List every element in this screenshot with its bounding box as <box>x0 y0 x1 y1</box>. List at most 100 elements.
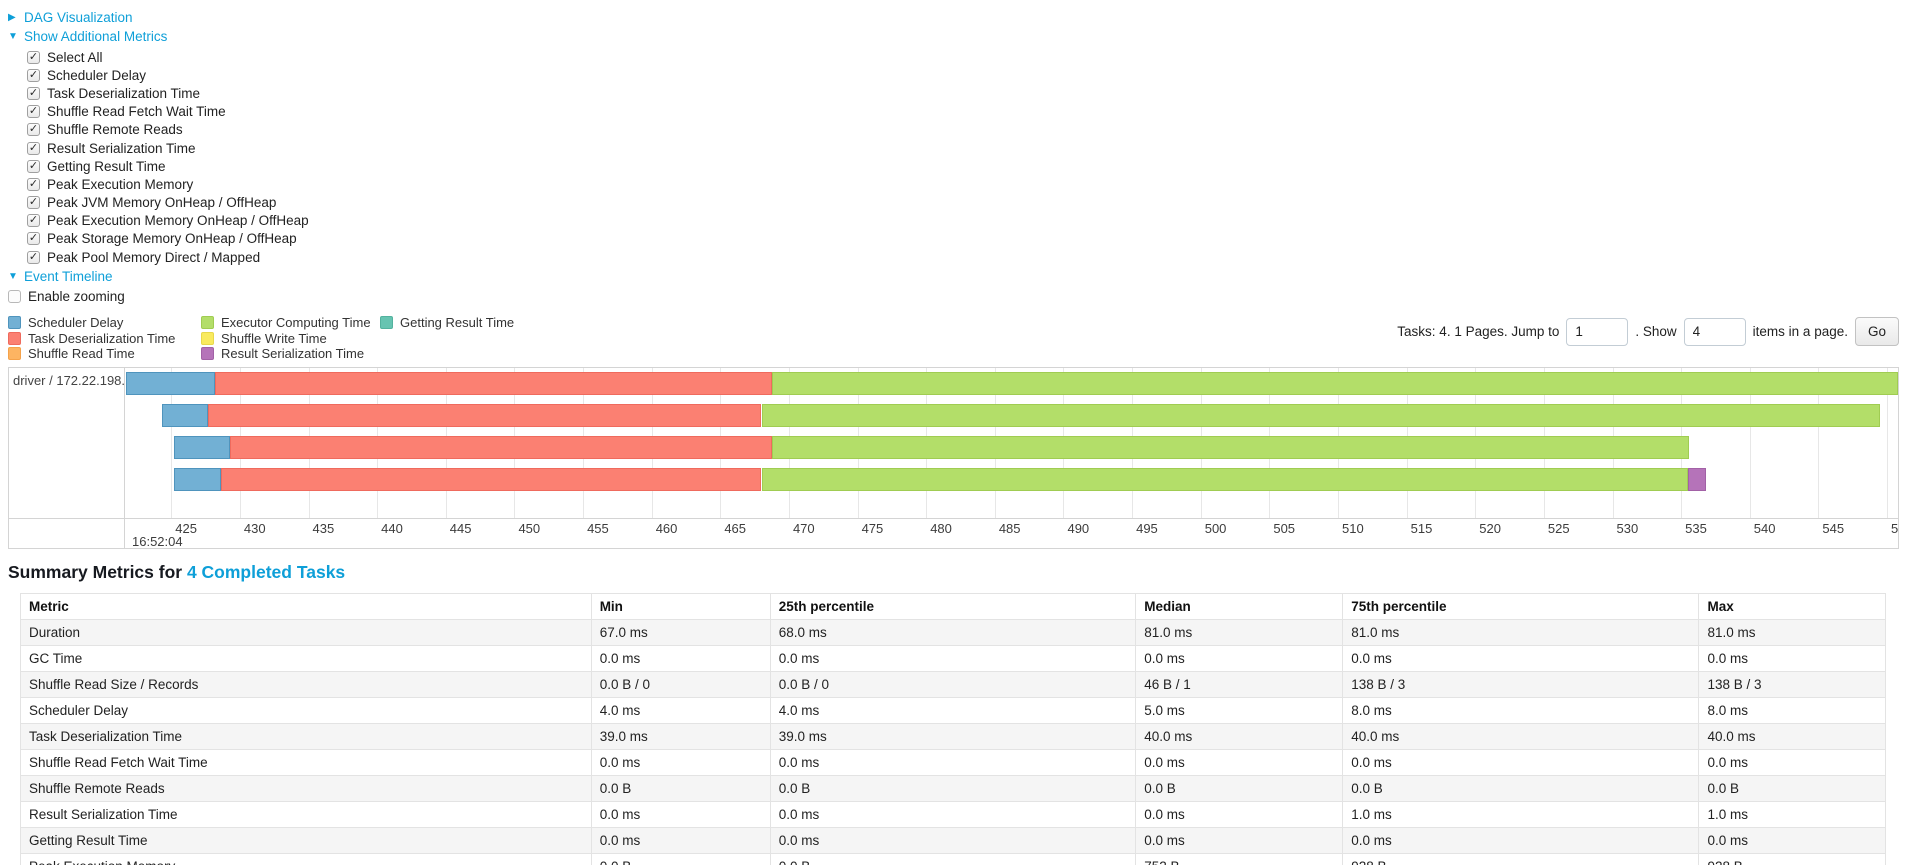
metric-checkbox-label: Task Deserialization Time <box>47 85 201 101</box>
checkbox-checked-icon[interactable]: ✓ <box>27 250 40 264</box>
metric-name-cell: Peak Execution Memory <box>20 852 592 865</box>
event-timeline-toggle[interactable]: ▼ Event Timeline <box>8 267 1899 286</box>
items-per-page-input[interactable] <box>1683 317 1746 346</box>
legend-item-scheduler-delay: Scheduler Delay <box>8 315 201 330</box>
metric-value-cell: 0.0 ms <box>1135 748 1343 776</box>
pagination-suffix-text: items in a page. <box>1752 324 1848 340</box>
task-bar[interactable] <box>126 403 1898 427</box>
chart-plot-area[interactable] <box>126 367 1898 518</box>
task-segment-executor-computing-time[interactable] <box>772 435 1690 459</box>
checkbox-checked-icon[interactable]: ✓ <box>27 141 40 155</box>
metric-value-cell: 1.0 ms <box>1698 800 1886 828</box>
task-segment-executor-computing-time[interactable] <box>761 467 1688 491</box>
axis-gridline <box>171 367 173 518</box>
dag-visualization-toggle[interactable]: ▶ DAG Visualization <box>8 8 1899 27</box>
metric-checkbox-label: Getting Result Time <box>47 158 166 174</box>
metric-value-cell: 0.0 B <box>769 774 1136 802</box>
metric-checkbox-peak-storage-memory-onheap-offheap[interactable]: ✓ Peak Storage Memory OnHeap / OffHeap <box>27 230 1899 248</box>
checkbox-checked-icon[interactable]: ✓ <box>27 123 40 137</box>
jump-to-page-input[interactable] <box>1566 317 1629 346</box>
metric-value-cell: 0.0 B <box>769 852 1136 865</box>
show-additional-metrics-toggle[interactable]: ▼ Show Additional Metrics <box>8 27 1899 46</box>
metric-value-cell: 5.0 ms <box>1135 696 1343 724</box>
metric-checkbox-peak-pool-memory-direct-mapped[interactable]: ✓ Peak Pool Memory Direct / Mapped <box>27 248 1899 266</box>
metric-checkbox-peak-execution-memory[interactable]: ✓ Peak Execution Memory <box>27 175 1899 193</box>
table-row-shuffle-read-fetch-wait-time: Shuffle Read Fetch Wait Time 0.0 ms 0.0 ms… <box>20 748 1886 776</box>
task-segment-scheduler-delay[interactable] <box>174 467 221 491</box>
task-segment-result-serialization-time[interactable] <box>1687 467 1706 491</box>
checkbox-checked-icon[interactable]: ✓ <box>27 86 40 100</box>
dag-visualization-label: DAG Visualization <box>24 10 133 25</box>
metric-name-cell: GC Time <box>20 644 592 672</box>
metric-value-cell: 67.0 ms <box>590 618 771 646</box>
task-bar[interactable] <box>126 467 1898 491</box>
checkbox-checked-icon[interactable]: ✓ <box>27 68 40 82</box>
checkbox-checked-icon[interactable]: ✓ <box>27 177 40 191</box>
metric-checkbox-getting-result-time[interactable]: ✓ Getting Result Time <box>27 157 1899 175</box>
metric-value-cell: 8.0 ms <box>1342 696 1699 724</box>
metric-name-cell: Shuffle Remote Reads <box>20 774 592 802</box>
task-segment-task-deserialization-time[interactable] <box>230 435 773 459</box>
metric-checkbox-result-serialization-time[interactable]: ✓ Result Serialization Time <box>27 139 1899 157</box>
checkbox-checked-icon[interactable]: ✓ <box>27 50 40 64</box>
task-segment-task-deserialization-time[interactable] <box>208 403 762 427</box>
metric-value-cell: 40.0 ms <box>1698 722 1886 750</box>
legend-swatch-icon <box>8 316 21 329</box>
legend-column-3: Getting Result Time <box>380 315 514 330</box>
checkbox-unchecked-icon[interactable] <box>8 290 21 304</box>
metric-checkbox-scheduler-delay[interactable]: ✓ Scheduler Delay <box>27 66 1899 84</box>
metric-checkbox-label: Peak Execution Memory OnHeap / OffHeap <box>47 213 309 229</box>
legend-label: Getting Result Time <box>400 315 515 330</box>
checkbox-checked-icon[interactable]: ✓ <box>27 196 40 210</box>
legend-item-shuffle-read-time: Shuffle Read Time <box>8 346 201 361</box>
task-segment-scheduler-delay[interactable] <box>161 403 209 427</box>
checkbox-checked-icon[interactable]: ✓ <box>27 214 40 228</box>
checkbox-checked-icon[interactable]: ✓ <box>27 232 40 246</box>
metric-value-cell: 81.0 ms <box>1135 618 1343 646</box>
metric-checkbox-task-deserialization-time[interactable]: ✓ Task Deserialization Time <box>27 84 1899 102</box>
axis-tick-label: 475 <box>861 520 884 536</box>
axis-gridline <box>1749 367 1751 518</box>
checkbox-checked-icon[interactable]: ✓ <box>27 159 40 173</box>
axis-tick-label: 515 <box>1410 520 1433 536</box>
task-segment-scheduler-delay[interactable] <box>174 435 231 459</box>
legend-swatch-icon <box>201 347 214 360</box>
metric-value-cell: 0.0 B <box>590 852 771 865</box>
timeline-header: Scheduler Delay Task Deserialization Time… <box>8 315 1899 361</box>
go-button[interactable]: Go <box>1854 317 1899 347</box>
task-segment-executor-computing-time[interactable] <box>772 371 1898 395</box>
enable-zooming-row[interactable]: Enable zooming <box>8 287 1899 306</box>
table-header-max[interactable]: Max <box>1698 592 1886 620</box>
table-header-metric[interactable]: Metric <box>20 592 592 620</box>
task-segment-task-deserialization-time[interactable] <box>215 371 773 395</box>
table-row-getting-result-time: Getting Result Time 0.0 ms 0.0 ms 0.0 ms 0.0… <box>20 826 1886 854</box>
axis-tick-label: 455 <box>587 520 609 536</box>
table-header-25th-percentile[interactable]: 25th percentile <box>769 592 1136 620</box>
task-segment-scheduler-delay[interactable] <box>126 371 216 395</box>
checkbox-checked-icon[interactable]: ✓ <box>27 105 40 119</box>
completed-tasks-link[interactable]: 4 Completed Tasks <box>186 561 346 582</box>
legend-label: Shuffle Write Time <box>221 330 327 346</box>
task-segment-executor-computing-time[interactable] <box>761 403 1881 427</box>
task-bar[interactable] <box>126 435 1898 459</box>
table-header-min[interactable]: Min <box>590 592 771 620</box>
metric-checkbox-peak-execution-memory-onheap-offheap[interactable]: ✓ Peak Execution Memory OnHeap / OffHeap <box>27 212 1899 230</box>
metric-checkbox-select-all[interactable]: ✓ Select All <box>27 48 1899 66</box>
executor-group-label: driver / 172.22.198.104 <box>13 372 124 388</box>
metric-value-cell: 0.0 B <box>1342 774 1699 802</box>
legend-column-2: Executor Computing Time Shuffle Write Tim… <box>201 315 380 361</box>
axis-tick-label: 510 <box>1341 520 1364 536</box>
metric-checkbox-peak-jvm-memory-onheap-offheap[interactable]: ✓ Peak JVM Memory OnHeap / OffHeap <box>27 194 1899 212</box>
table-header-row: Metric Min 25th percentile Median 75th perce… <box>20 592 1886 620</box>
task-pagination: Tasks: 4. 1 Pages. Jump to . Show items … <box>1397 317 1899 347</box>
table-header-75th-percentile[interactable]: 75th percentile <box>1342 592 1699 620</box>
metric-checkbox-shuffle-read-fetch-wait-time[interactable]: ✓ Shuffle Read Fetch Wait Time <box>27 103 1899 121</box>
table-header-median[interactable]: Median <box>1135 592 1343 620</box>
metric-checkbox-shuffle-remote-reads[interactable]: ✓ Shuffle Remote Reads <box>27 121 1899 139</box>
task-segment-task-deserialization-time[interactable] <box>220 467 762 491</box>
axis-tick-label: 435 <box>312 520 335 536</box>
task-bar[interactable] <box>126 371 1898 395</box>
pagination-show-text: . Show <box>1635 324 1677 340</box>
metric-value-cell: 0.0 ms <box>1135 800 1343 828</box>
metric-checkbox-label: Peak JVM Memory OnHeap / OffHeap <box>47 195 277 211</box>
